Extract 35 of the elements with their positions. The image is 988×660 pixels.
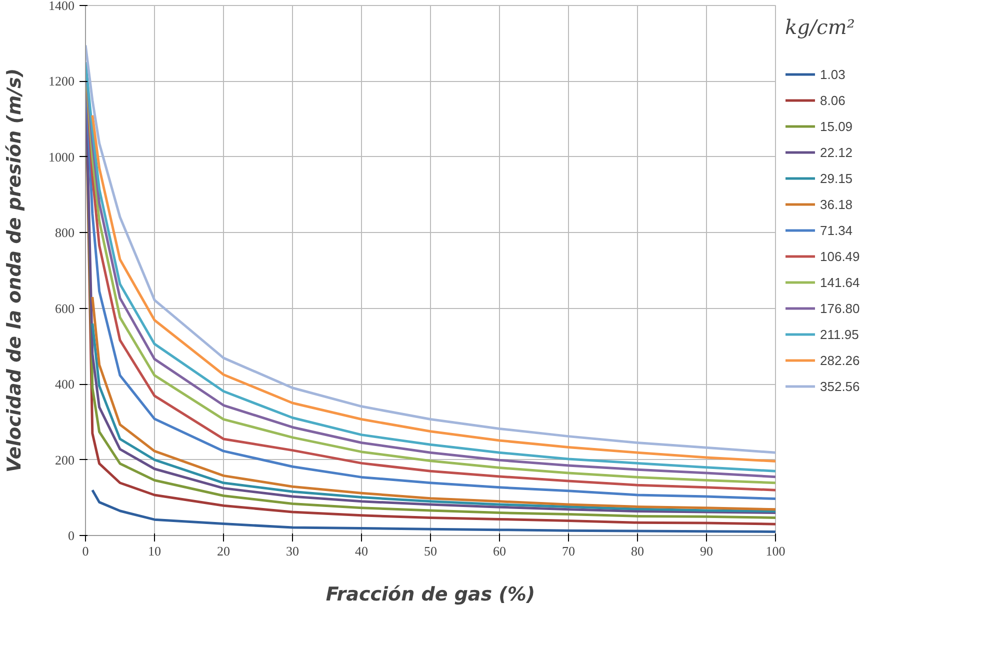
legend-label: 141.64 <box>820 274 860 290</box>
x-tick-label: 40 <box>355 544 368 558</box>
legend-label: 211.95 <box>820 326 859 342</box>
legend-label: 22.12 <box>820 144 853 160</box>
x-tick-label: 60 <box>493 544 506 558</box>
x-tick-label: 80 <box>631 544 644 558</box>
legend-label: 352.56 <box>820 378 860 394</box>
legend-label: 15.09 <box>820 118 853 134</box>
x-axis-title: Fracción de gas (%) <box>326 584 536 606</box>
x-tick-label: 20 <box>217 544 230 558</box>
x-tick-label: 10 <box>148 544 161 558</box>
legend-label: 36.18 <box>820 196 853 212</box>
legend-label: 1.03 <box>820 66 846 82</box>
y-tick-label: 600 <box>55 300 74 316</box>
legend-title: kg/cm² <box>785 15 856 39</box>
y-axis-title: Velocidad de la onda de presión (m/s) <box>4 68 26 473</box>
x-tick-label: 30 <box>286 544 299 558</box>
y-tick-label: 1000 <box>48 149 74 164</box>
y-tick-label: 800 <box>55 225 74 240</box>
x-tick-label: 50 <box>424 544 437 558</box>
legend-label: 282.26 <box>820 352 860 368</box>
y-tick-label: 1400 <box>48 0 74 13</box>
x-tick-label: 90 <box>700 544 713 558</box>
legend-label: 8.06 <box>820 92 846 108</box>
y-tick-label: 1200 <box>48 74 74 89</box>
y-tick-label: 400 <box>55 376 74 392</box>
y-tick-label: 0 <box>68 528 74 543</box>
x-tick-label: 100 <box>766 544 786 558</box>
legend-label: 176.80 <box>820 300 860 316</box>
x-tick-label: 0 <box>82 544 89 558</box>
y-tick-label: 200 <box>55 452 74 468</box>
legend-label: 106.49 <box>820 248 860 264</box>
x-tick-label: 70 <box>562 544 575 558</box>
legend-label: 71.34 <box>820 222 853 238</box>
legend-label: 29.15 <box>820 170 853 186</box>
